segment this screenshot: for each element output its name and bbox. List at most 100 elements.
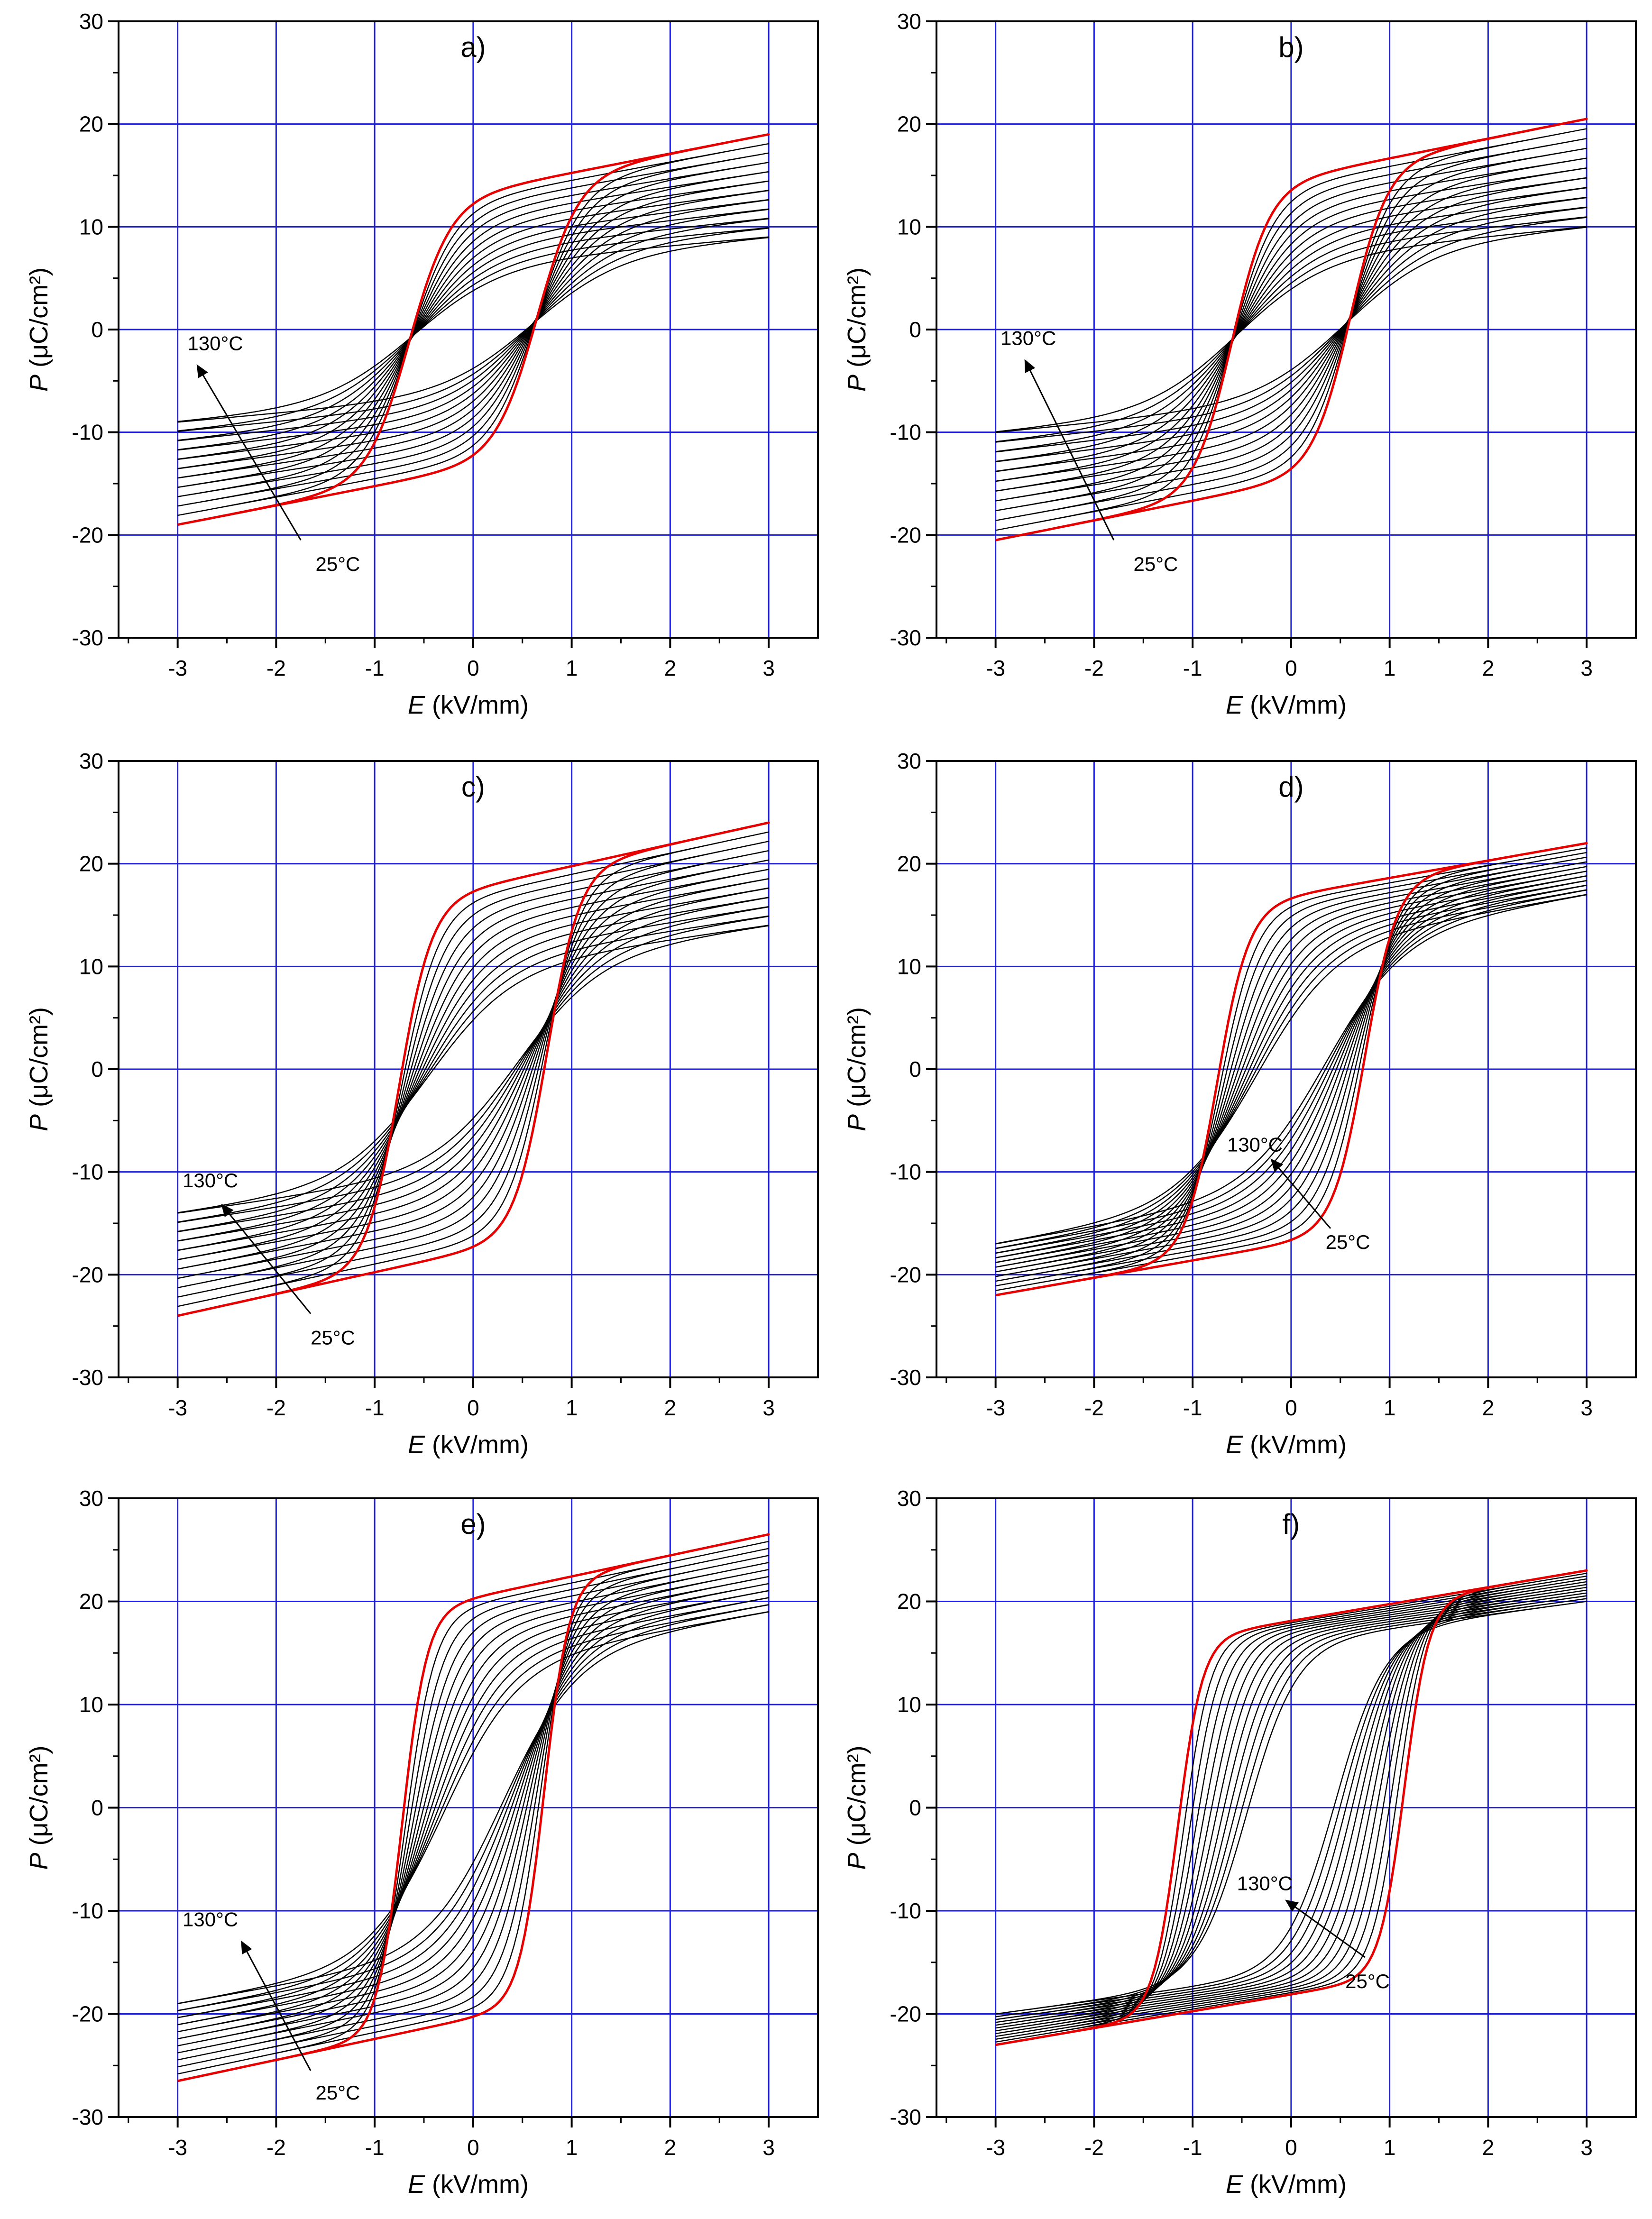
loop-curve [995, 177, 1588, 482]
x-tick-label: -1 [1183, 2135, 1202, 2160]
y-axis-unit: (μC/cm²) [25, 1007, 53, 1114]
label-130c: 130°C [1227, 1133, 1283, 1155]
loop-curve [177, 859, 770, 1279]
x-axis-label: E (kV/mm) [1226, 691, 1347, 719]
x-tick-label: -3 [168, 656, 187, 680]
y-tick-label: -20 [72, 2002, 103, 2026]
x-tick-label: -2 [266, 1395, 286, 1420]
loop-curve [177, 143, 770, 516]
y-tick-label: 30 [897, 1486, 921, 1511]
y-tick-label: -20 [890, 523, 921, 547]
loop-curve [995, 884, 1588, 1254]
y-tick-label: 30 [897, 9, 921, 34]
x-tick-label: -2 [266, 2135, 286, 2160]
x-tick-label: 2 [664, 2135, 677, 2160]
x-tick-label: 0 [1285, 656, 1297, 680]
loop-curve [177, 869, 770, 1270]
loop-curve [177, 1540, 770, 2075]
loop-curve [995, 147, 1588, 512]
y-axis-label: P (μC/cm²) [25, 1007, 53, 1131]
loop-curve [995, 1584, 1588, 2032]
loop-curve [177, 152, 770, 507]
x-axis-label: E (kV/mm) [1226, 1430, 1347, 1459]
y-tick-label: 30 [79, 749, 103, 773]
y-tick-label: 20 [79, 112, 103, 137]
loop-curve [995, 880, 1588, 1259]
y-tick-label: 10 [897, 214, 921, 239]
label-130c: 130°C [1237, 1872, 1293, 1895]
panel-label: f) [1283, 1508, 1300, 1540]
loop-curve [177, 227, 770, 432]
loop-curve [995, 866, 1588, 1273]
loop-curve [995, 216, 1588, 443]
x-axis-unit: (kV/mm) [1243, 1430, 1347, 1459]
temperature-arrow [196, 364, 302, 541]
y-tick-label: 20 [897, 1589, 921, 1614]
y-axis-unit: (μC/cm²) [843, 267, 871, 375]
y-tick-label: 0 [91, 317, 103, 342]
y-tick-label: 20 [79, 852, 103, 876]
loop-curve [177, 218, 770, 441]
loop-curve [995, 1598, 1588, 2017]
loop-curve [177, 208, 770, 451]
x-tick-label: 3 [762, 2135, 775, 2160]
loop-curve [995, 889, 1588, 1249]
x-axis-unit: (kV/mm) [425, 1430, 529, 1459]
y-axis-unit: (μC/cm²) [25, 1745, 53, 1852]
loop-curve [177, 1562, 770, 2054]
x-tick-label: 1 [566, 1395, 578, 1420]
y-tick-label: -10 [72, 420, 103, 445]
temperature-arrow [1285, 1899, 1366, 1958]
y-tick-label: 10 [79, 214, 103, 239]
panel-label: e) [460, 1508, 486, 1540]
x-tick-label: 3 [1580, 1395, 1593, 1420]
x-axis-unit: (kV/mm) [425, 2170, 529, 2199]
curve-group [177, 821, 770, 1317]
y-tick-label: -30 [890, 625, 921, 650]
y-tick-label: -10 [890, 1898, 921, 1923]
y-axis-var: P [25, 1853, 53, 1870]
x-tick-label: 2 [1482, 2135, 1495, 2160]
y-tick-label: 0 [91, 1057, 103, 1082]
x-axis-unit: (kV/mm) [1243, 691, 1347, 719]
x-tick-label: -2 [1084, 2135, 1104, 2160]
label-130c: 130°C [183, 1908, 238, 1931]
y-axis-label: P (μC/cm²) [25, 267, 53, 392]
x-axis-var: E [408, 691, 425, 719]
curve-group [177, 1533, 770, 2082]
y-tick-label: 20 [79, 1589, 103, 1614]
y-tick-label: -30 [72, 625, 103, 650]
x-tick-label: -1 [1183, 656, 1202, 680]
loop-curve [177, 1583, 770, 2033]
label-25c: 25°C [1133, 553, 1178, 575]
label-130c: 130°C [1000, 327, 1056, 349]
x-axis-var: E [1226, 1430, 1243, 1459]
loop-curve [995, 1592, 1588, 2023]
loop-curve [995, 1572, 1588, 2043]
loop-curve [995, 1589, 1588, 2026]
panel-label: b) [1278, 31, 1303, 63]
temperature-arrow [1270, 1158, 1331, 1229]
loop-curve [995, 1586, 1588, 2029]
loop-curve [995, 1575, 1588, 2040]
panel-label: a) [460, 31, 486, 63]
y-axis-var: P [843, 375, 871, 392]
x-tick-label: 0 [467, 656, 479, 680]
loop-curve [177, 1555, 770, 2061]
x-tick-label: 1 [566, 2135, 578, 2160]
x-tick-label: 2 [1482, 1395, 1495, 1420]
x-tick-label: 1 [1384, 2135, 1396, 2160]
x-tick-label: -3 [986, 1395, 1005, 1420]
loop-curve [995, 861, 1588, 1277]
label-25c: 25°C [311, 1327, 355, 1349]
loop-curve [177, 1569, 770, 2046]
label-130c: 130°C [183, 1169, 238, 1192]
y-tick-label: 10 [897, 1692, 921, 1717]
x-axis-unit: (kV/mm) [1243, 2170, 1347, 2199]
y-axis-var: P [25, 375, 53, 392]
loop-25°C [995, 1569, 1588, 2046]
